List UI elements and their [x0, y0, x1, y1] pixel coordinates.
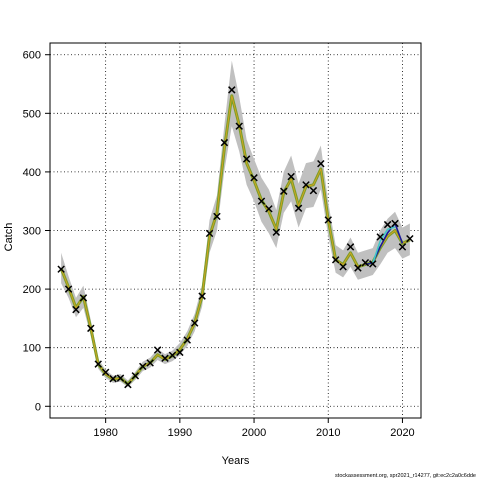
observed-point-2005	[287, 172, 295, 181]
y-axis: 0 100 200 300 400 500 600	[23, 50, 50, 413]
observed-markers	[57, 86, 414, 389]
observed-point-2013	[346, 243, 355, 251]
observed-point-2021	[406, 234, 414, 243]
y-tick-label-100: 100	[23, 343, 41, 355]
observed-point-2002	[265, 205, 273, 213]
y-tick-label-0: 0	[35, 401, 41, 413]
observed-point-2006	[294, 204, 303, 212]
x-tick-label-2010: 2010	[316, 427, 340, 439]
y-tick-label-300: 300	[23, 226, 41, 238]
observed-point-1993	[198, 292, 206, 300]
observed-point-2009	[317, 159, 325, 168]
x-tick-label-1980: 1980	[93, 427, 117, 439]
retro-line-2	[372, 226, 396, 264]
observed-point-1980	[101, 368, 110, 377]
footer-label: stockassessment.org, spr2021_r14277, git…	[335, 473, 476, 479]
x-tick-label-1990: 1990	[168, 427, 192, 439]
x-tick-label-2020: 2020	[390, 427, 414, 439]
observed-point-1985	[139, 362, 147, 371]
y-tick-label-600: 600	[23, 50, 41, 62]
observed-point-1997	[228, 86, 236, 94]
observed-point-1979	[94, 360, 102, 368]
observed-point-2000	[250, 174, 258, 182]
fit-lines	[59, 94, 411, 386]
observed-point-1977	[79, 294, 88, 302]
observed-point-2008	[309, 186, 318, 195]
y-axis-title: Catch	[3, 223, 15, 252]
observed-point-2004	[279, 187, 288, 195]
observed-point-1991	[183, 336, 192, 344]
observed-point-2019	[391, 219, 399, 228]
observed-point-2014	[354, 264, 362, 272]
observed-point-2001	[257, 197, 266, 205]
observed-point-1986	[146, 359, 154, 367]
observed-point-1995	[213, 212, 221, 221]
observed-point-1984	[131, 372, 140, 380]
fit-line-inner	[60, 95, 411, 385]
y-tick-label-400: 400	[23, 167, 41, 179]
observed-point-1998	[235, 122, 243, 130]
observed-point-1994	[205, 229, 214, 238]
observed-point-2003	[272, 228, 281, 236]
observed-point-1983	[124, 380, 132, 389]
observed-point-2011	[331, 256, 340, 264]
observed-point-2010	[324, 216, 332, 224]
observed-point-2012	[339, 263, 347, 271]
observed-point-1999	[242, 155, 251, 163]
y-tick-label-500: 500	[23, 108, 41, 120]
observed-point-1975	[64, 285, 73, 293]
observed-point-1981	[109, 375, 117, 383]
observed-point-2017	[376, 233, 384, 241]
observed-point-1990	[176, 348, 184, 357]
observed-point-1982	[116, 374, 125, 382]
x-axis: 1980 1990 2000 2010 2020	[93, 418, 415, 439]
y-tick-label-200: 200	[23, 284, 41, 296]
x-axis-title: Years	[222, 455, 250, 467]
observed-point-1989	[168, 351, 177, 360]
fit-line	[59, 94, 411, 386]
x-tick-label-2000: 2000	[242, 427, 266, 439]
observed-point-1987	[153, 346, 162, 354]
observed-point-2020	[398, 243, 407, 251]
observed-point-1974	[57, 265, 65, 273]
observed-point-1992	[190, 319, 199, 327]
observed-point-1988	[161, 354, 169, 362]
observed-point-1996	[220, 138, 229, 147]
observed-point-2016	[369, 260, 377, 268]
observed-point-2007	[302, 181, 310, 189]
observed-point-1976	[72, 305, 80, 314]
observed-point-1978	[87, 324, 95, 333]
observed-point-2018	[383, 220, 392, 229]
observed-point-2015	[361, 258, 370, 267]
